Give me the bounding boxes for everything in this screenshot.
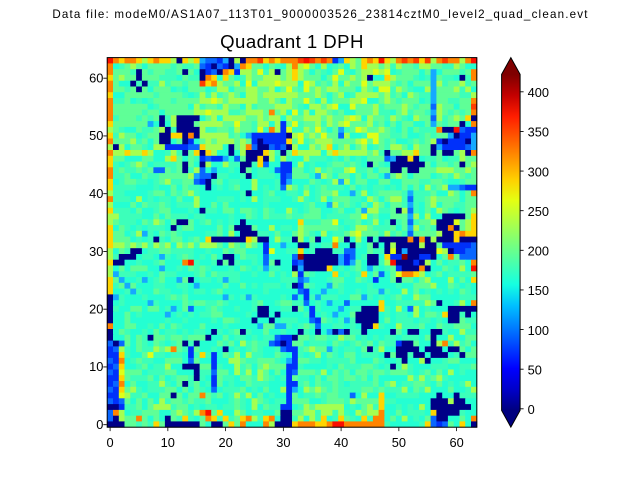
svg-text:40: 40 bbox=[334, 435, 348, 450]
svg-text:30: 30 bbox=[89, 244, 103, 259]
svg-text:0: 0 bbox=[96, 417, 103, 432]
svg-text:150: 150 bbox=[528, 283, 549, 298]
svg-text:0: 0 bbox=[107, 435, 114, 450]
svg-text:0: 0 bbox=[528, 402, 535, 417]
svg-text:200: 200 bbox=[528, 244, 549, 259]
svg-text:40: 40 bbox=[89, 186, 103, 201]
svg-text:100: 100 bbox=[528, 323, 549, 338]
svg-text:50: 50 bbox=[89, 128, 103, 143]
svg-text:Quadrant 1 DPH: Quadrant 1 DPH bbox=[220, 31, 364, 52]
svg-text:30: 30 bbox=[276, 435, 290, 450]
svg-text:50: 50 bbox=[392, 435, 406, 450]
svg-text:20: 20 bbox=[89, 302, 103, 317]
svg-text:400: 400 bbox=[528, 85, 549, 100]
svg-text:Data file: modeM0/AS1A07_113T0: Data file: modeM0/AS1A07_113T01_90000035… bbox=[52, 8, 588, 21]
svg-text:300: 300 bbox=[528, 164, 549, 179]
svg-text:10: 10 bbox=[89, 359, 103, 374]
svg-text:60: 60 bbox=[449, 435, 463, 450]
svg-text:20: 20 bbox=[218, 435, 232, 450]
svg-text:350: 350 bbox=[528, 125, 549, 140]
svg-text:60: 60 bbox=[89, 71, 103, 86]
svg-text:10: 10 bbox=[161, 435, 175, 450]
svg-text:50: 50 bbox=[528, 362, 542, 377]
svg-text:250: 250 bbox=[528, 204, 549, 219]
